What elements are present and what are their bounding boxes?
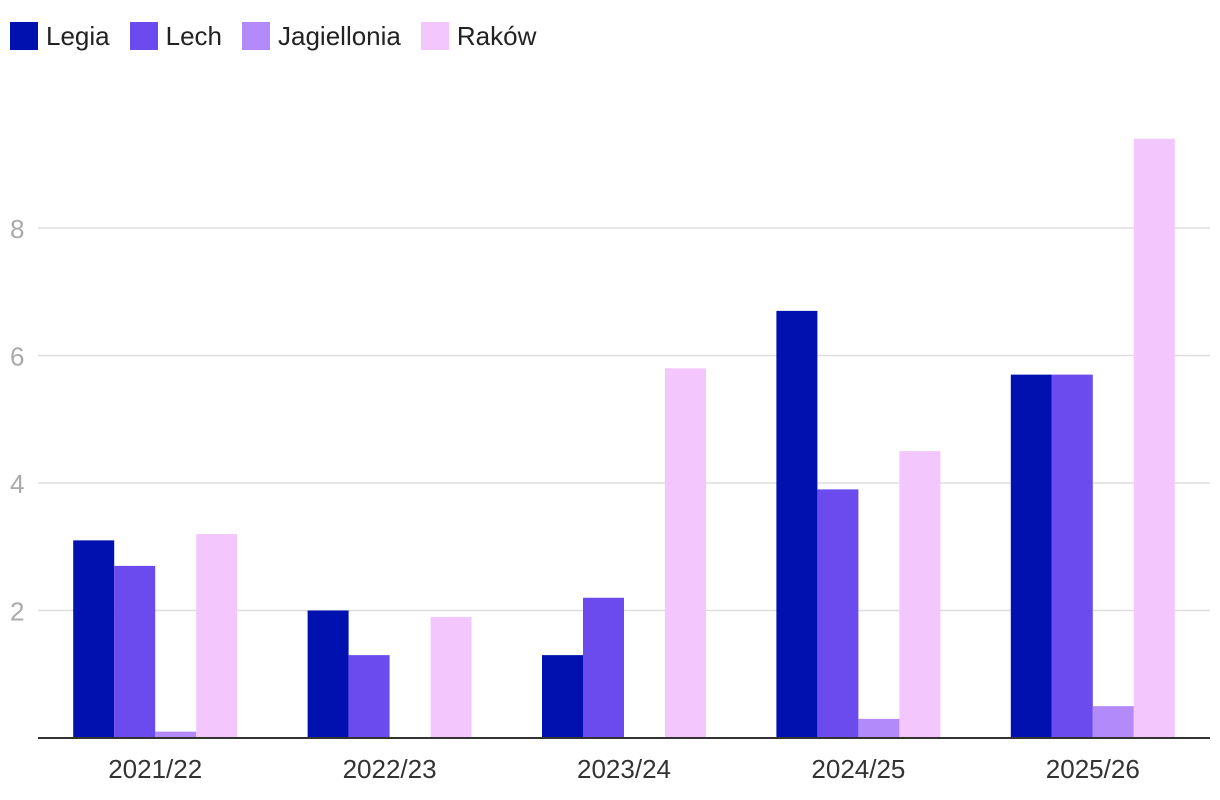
legend-swatch-lech xyxy=(129,22,158,50)
bar-legia-2022-23 xyxy=(307,610,349,738)
bar-legia-2024-25 xyxy=(776,310,818,738)
y-tick-label-4: 4 xyxy=(10,469,24,499)
legend-label-rakow: Raków xyxy=(456,21,537,51)
legend-label-lech: Lech xyxy=(165,21,223,51)
bar-legia-2021-22 xyxy=(73,540,115,738)
x-tick-label-2023-24: 2023/24 xyxy=(577,754,671,784)
bar-lech-2022-23 xyxy=(348,655,390,738)
bar-rakw-2022-23 xyxy=(430,616,472,738)
x-tick-label-2024-25: 2024/25 xyxy=(811,754,905,784)
x-tick-label-2025-26: 2025/26 xyxy=(1046,754,1140,784)
bar-rakw-2021-22 xyxy=(196,534,238,738)
legend-item-lech[interactable]: Lech xyxy=(129,21,223,51)
bar-lech-2025-26 xyxy=(1051,374,1093,738)
y-tick-label-8: 8 xyxy=(10,214,24,244)
x-tick-label-2022-23: 2022/23 xyxy=(343,754,437,784)
bar-lech-2023-24 xyxy=(583,597,624,738)
bar-lech-2021-22 xyxy=(114,565,156,738)
legend-label-legia: Legia xyxy=(46,21,110,51)
legend-swatch-legia xyxy=(10,22,38,50)
legend-item-legia[interactable]: Legia xyxy=(10,22,110,50)
x-tick-label-2021-22: 2021/22 xyxy=(108,754,202,784)
legend-item-rakow[interactable]: Raków xyxy=(420,21,537,51)
bar-legia-2025-26 xyxy=(1010,374,1052,738)
y-tick-label-6: 6 xyxy=(10,342,24,372)
bar-legia-2023-24 xyxy=(542,655,583,738)
legend-swatch-jagiellonia xyxy=(242,22,271,50)
chart-legend: Legia Lech Jagiellonia Raków xyxy=(10,18,536,54)
legend-item-jagiellonia[interactable]: Jagiellonia xyxy=(242,22,401,50)
bar-jagiellonia-2025-26 xyxy=(1092,706,1134,738)
bar-jagiellonia-2024-25 xyxy=(858,718,900,738)
y-tick-label-2: 2 xyxy=(10,597,24,627)
bar-jagiellonia-2021-22 xyxy=(155,731,197,738)
bar-lech-2024-25 xyxy=(817,489,859,738)
bar-rakw-2023-24 xyxy=(665,368,706,738)
bar-rakw-2024-25 xyxy=(899,451,941,738)
bar-rakw-2025-26 xyxy=(1133,138,1175,738)
legend-label-jagiellonia: Jagiellonia xyxy=(278,21,401,51)
legend-swatch-rakow xyxy=(420,22,449,50)
